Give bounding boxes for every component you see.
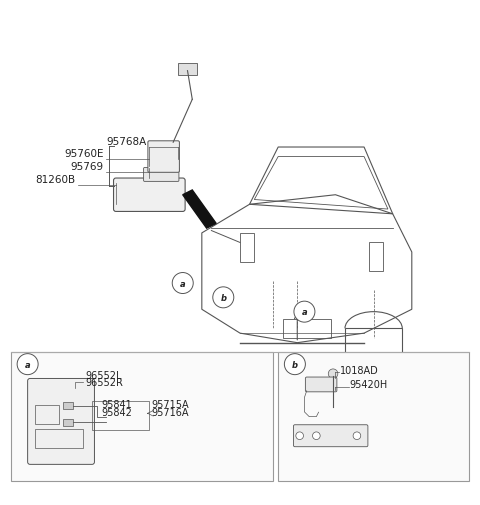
- Text: b: b: [220, 293, 226, 302]
- Text: 81260B: 81260B: [35, 175, 75, 185]
- Circle shape: [284, 354, 305, 375]
- Bar: [35, 405, 59, 424]
- Circle shape: [312, 432, 320, 440]
- Text: 95715A: 95715A: [152, 399, 189, 410]
- Polygon shape: [183, 190, 216, 229]
- Text: 1018AD: 1018AD: [340, 365, 379, 375]
- Circle shape: [328, 369, 338, 379]
- Bar: [178, 64, 197, 76]
- Text: 96552L: 96552L: [85, 370, 121, 380]
- Text: 95420H: 95420H: [350, 379, 388, 389]
- Bar: [278, 352, 469, 481]
- Bar: [92, 401, 149, 430]
- FancyBboxPatch shape: [293, 425, 368, 447]
- Text: a: a: [301, 308, 307, 317]
- Text: 95841: 95841: [102, 399, 132, 410]
- Circle shape: [17, 354, 38, 375]
- Bar: [35, 429, 83, 448]
- FancyBboxPatch shape: [114, 179, 185, 212]
- Text: 95769: 95769: [71, 162, 104, 172]
- Bar: [369, 243, 383, 272]
- FancyBboxPatch shape: [144, 168, 179, 182]
- Text: 95768A: 95768A: [107, 137, 147, 147]
- Text: 95760E: 95760E: [64, 148, 104, 159]
- Circle shape: [296, 432, 303, 440]
- Text: b: b: [292, 360, 298, 369]
- Bar: [283, 319, 331, 338]
- Text: 95716A: 95716A: [152, 407, 189, 417]
- Bar: [63, 419, 73, 426]
- Circle shape: [172, 273, 193, 294]
- FancyBboxPatch shape: [28, 379, 95, 465]
- Text: 95842: 95842: [102, 407, 132, 417]
- Circle shape: [353, 432, 361, 440]
- Text: 96552R: 96552R: [85, 377, 123, 387]
- Text: a: a: [25, 360, 30, 369]
- FancyBboxPatch shape: [305, 377, 337, 392]
- Bar: [63, 402, 73, 410]
- Text: a: a: [180, 279, 186, 288]
- FancyBboxPatch shape: [148, 141, 180, 173]
- Circle shape: [213, 287, 234, 308]
- Circle shape: [294, 301, 315, 323]
- Bar: [11, 352, 274, 481]
- Bar: [240, 233, 254, 262]
